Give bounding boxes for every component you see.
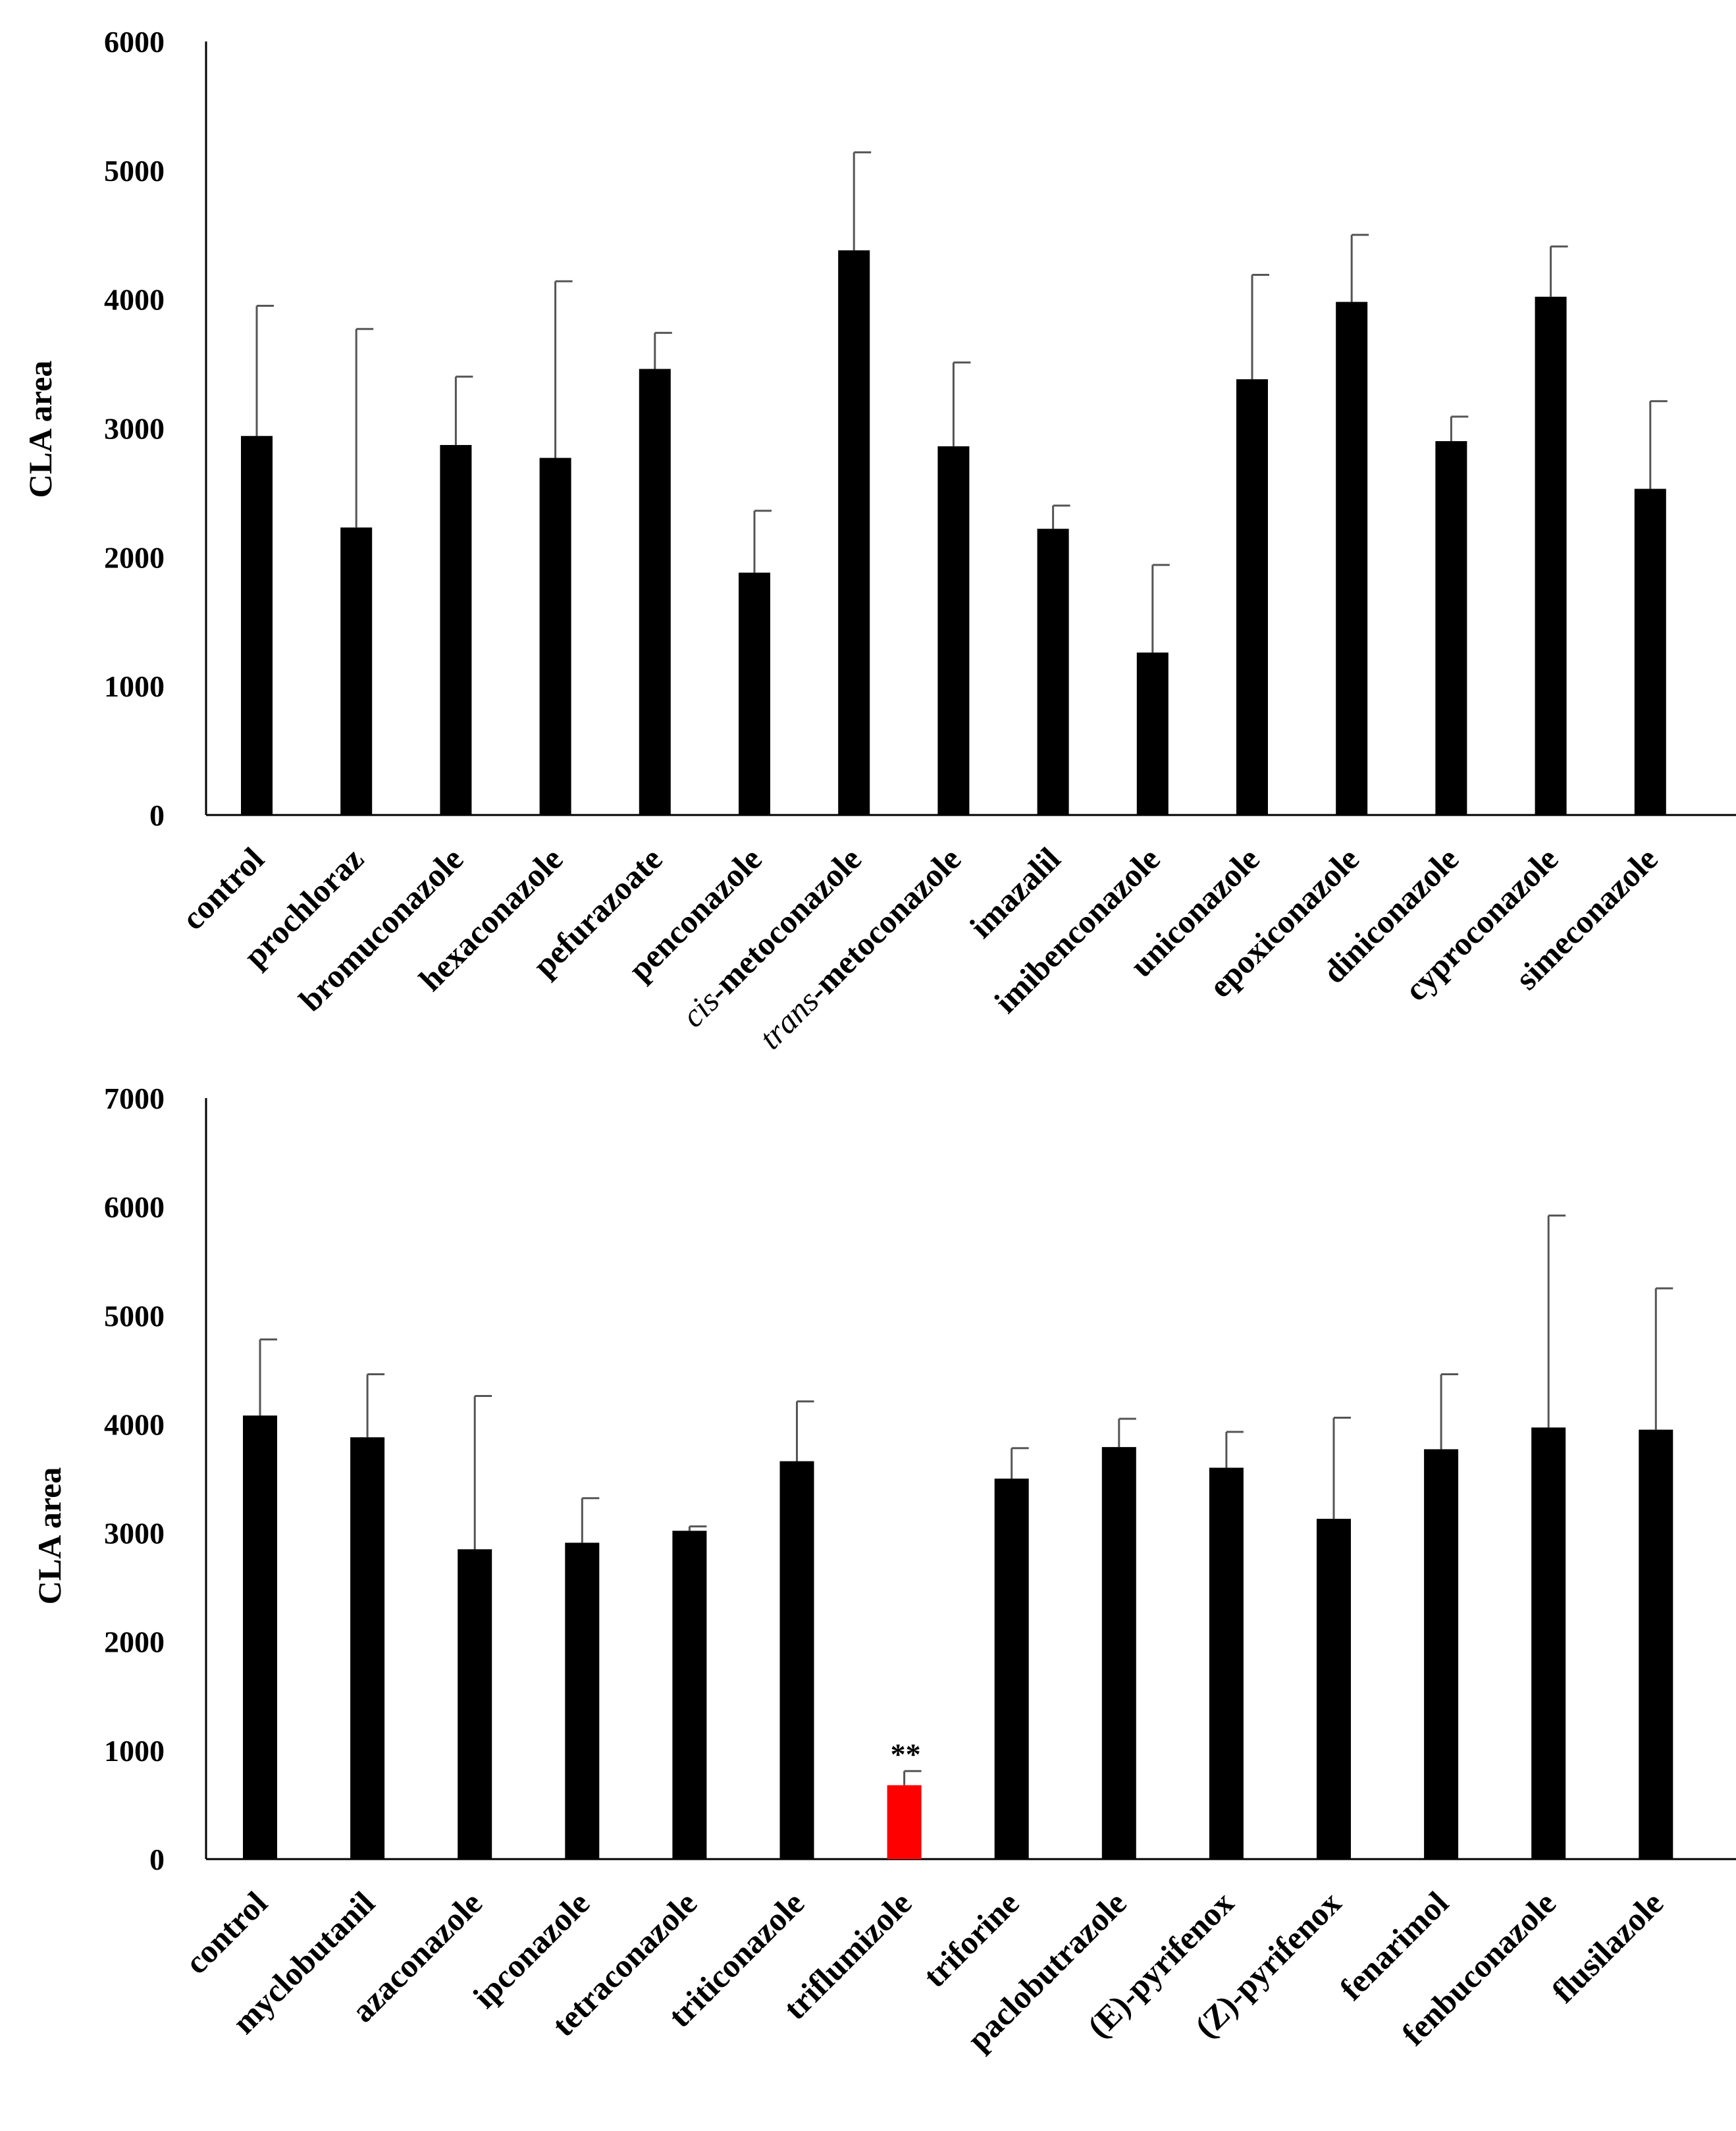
category-label-text: flusilazole	[1544, 1884, 1670, 2010]
y-tick-label: 2000	[104, 1625, 165, 1659]
bar	[1435, 441, 1467, 815]
bar	[1037, 529, 1069, 815]
bar	[1634, 488, 1666, 815]
y-tick-label: 3000	[104, 1517, 165, 1550]
bar	[937, 446, 970, 815]
bar	[539, 458, 571, 815]
bar	[243, 1415, 277, 1859]
category-label: control	[174, 840, 271, 937]
bar	[440, 444, 472, 815]
bar	[672, 1531, 707, 1859]
bar	[994, 1479, 1029, 1859]
y-tick-label: 6000	[104, 1190, 165, 1224]
y-tick-label: 2000	[104, 540, 165, 574]
bar	[1136, 652, 1169, 815]
y-tick-label: 5000	[104, 1299, 165, 1332]
category-label: control	[178, 1884, 275, 1981]
bar	[1336, 302, 1368, 815]
y-axis-label: CLA area	[22, 361, 59, 498]
bar	[1535, 296, 1567, 815]
bar	[241, 436, 273, 815]
bar	[838, 250, 870, 815]
bar	[1317, 1519, 1351, 1859]
category-label: triforine	[916, 1884, 1026, 1994]
bar	[1424, 1449, 1459, 1859]
bar	[458, 1549, 492, 1859]
bar	[350, 1437, 385, 1859]
bar	[1209, 1467, 1244, 1859]
bar	[1531, 1427, 1566, 1859]
bar	[779, 1461, 814, 1859]
y-tick-label: 7000	[104, 1082, 165, 1115]
y-tick-label: 0	[149, 799, 165, 832]
y-tick-label: 6000	[104, 25, 165, 59]
category-label-text: control	[174, 840, 271, 937]
bar	[739, 572, 770, 815]
category-label: flusilazole	[1544, 1884, 1670, 2010]
y-tick-label: 4000	[104, 1408, 165, 1441]
y-tick-label: 3000	[104, 412, 165, 446]
category-label: cis-metoconazole	[674, 840, 868, 1034]
bar	[340, 527, 373, 815]
bar	[1639, 1429, 1673, 1859]
y-tick-label: 0	[149, 1843, 165, 1876]
y-tick-label: 5000	[104, 154, 165, 188]
bar	[639, 369, 671, 815]
bar	[1236, 379, 1268, 815]
category-label-text: control	[178, 1884, 275, 1981]
y-tick-label: 1000	[104, 670, 165, 703]
bar	[887, 1785, 922, 1859]
bottom-bar-chart: 0 1000 2000 3000 4000 5000 6000 7000 CLA area con…	[31, 1082, 1736, 2058]
y-tick-label: 4000	[104, 283, 165, 317]
category-label-text: triforine	[916, 1884, 1026, 1994]
top-bar-chart: 0 1000 2000 3000 4000 5000 6000 CLA area control…	[22, 25, 1736, 1056]
y-axis-label: CLA area	[31, 1467, 68, 1605]
y-tick-label: 1000	[104, 1734, 165, 1768]
bar	[565, 1542, 600, 1859]
bar	[1101, 1447, 1136, 1859]
significance-label: **	[891, 1737, 921, 1771]
